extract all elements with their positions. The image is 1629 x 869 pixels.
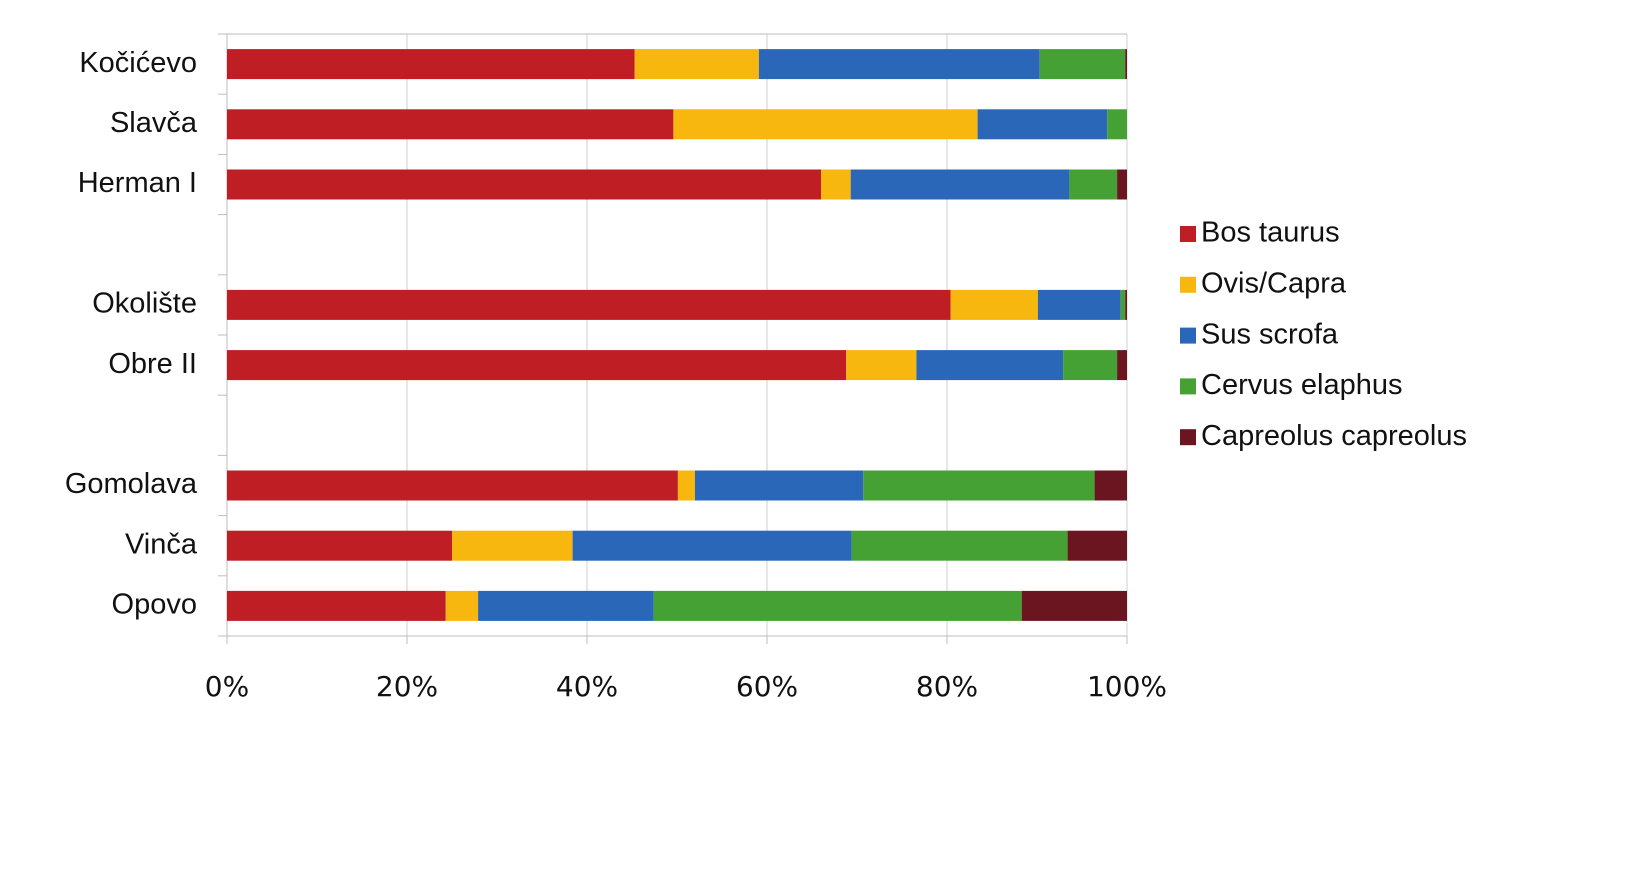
bar-segment [653,590,1022,621]
bar-segment [863,470,1095,501]
y-tick-label: Obre II [108,348,197,380]
bar-segment [1039,49,1126,80]
bar-segment [950,289,1038,320]
legend-label: Bos taurus [1201,217,1340,249]
bar-segment [851,530,1068,561]
y-tick-label: Opovo [112,589,197,621]
bar-segment [452,530,573,561]
bar-segment [1125,289,1127,320]
bar-segment [1069,169,1118,200]
bar-segment [1094,470,1127,501]
bar-segment [1117,350,1127,381]
bar-segment [916,350,1064,381]
bar-segment [227,530,452,561]
bar-segment [673,109,978,140]
bar-segment [227,49,635,80]
legend-swatch [1180,327,1196,344]
x-tick-label: 0% [205,670,249,703]
legend-swatch [1180,378,1196,395]
bar-segment [1117,169,1127,200]
bar-segment [445,590,479,621]
x-tick-label: 40% [556,670,618,703]
y-tick-label: Slavča [110,107,198,139]
x-tick-label: 100% [1087,670,1167,703]
bar-segment [572,530,852,561]
bar-segment [1063,350,1118,381]
bar-segment [227,350,847,381]
bar-segment [850,169,1070,200]
bar-segment [1120,289,1126,320]
bar-segment [1037,289,1121,320]
bar-segment [227,169,821,200]
x-tick-label: 60% [736,670,798,703]
bar-segment [1021,590,1127,621]
bar-segment [1125,49,1127,80]
x-tick-label: 20% [376,670,438,703]
y-tick-label: Vinča [125,528,198,560]
bar-segment [677,470,695,501]
bar-segment [695,470,864,501]
legend-label: Sus scrofa [1201,318,1339,350]
y-tick-label: Gomolava [65,468,198,500]
y-tick-label: Kočićevo [79,47,197,79]
bar-segment [227,470,678,501]
legend-label: Capreolus capreolus [1201,420,1467,452]
y-tick-label: Herman I [78,167,197,199]
bar-segment [227,109,674,140]
legend-swatch [1180,429,1196,446]
bar-segment [758,49,1040,80]
bar-segment [821,169,851,200]
bar-segment [227,289,951,320]
y-tick-label: Okolište [92,288,197,320]
bar-segment [846,350,917,381]
legend-swatch [1180,276,1196,293]
bar-segment [634,49,759,80]
bar-segment [478,590,654,621]
bar-segment [227,590,446,621]
legend-label: Cervus elaphus [1201,369,1403,401]
bar-segment [1067,530,1127,561]
bar-segment [1107,109,1127,140]
x-tick-label: 80% [916,670,978,703]
legend-swatch [1180,226,1196,242]
legend-label: Ovis/Capra [1201,267,1347,299]
bar-segment [977,109,1108,140]
